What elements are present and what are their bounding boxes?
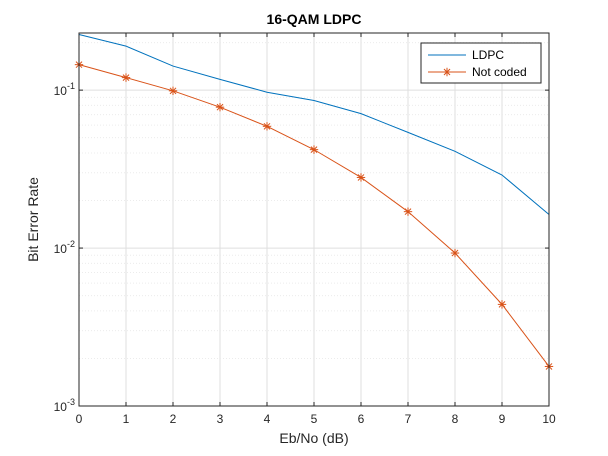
data-point-not-coded [168, 86, 178, 96]
y-axis-label: Bit Error Rate [25, 177, 41, 262]
data-point-not-coded [356, 173, 366, 182]
x-axis-label: Eb/No (dB) [279, 430, 348, 446]
y-tick-label: 10-1 [54, 81, 75, 98]
data-point-not-coded [497, 300, 507, 309]
data-point-not-coded [262, 122, 272, 131]
legend-label: Not coded [472, 65, 527, 79]
asterisk-marker [442, 67, 452, 77]
legend-box [420, 42, 542, 84]
x-tick-label: 4 [264, 412, 271, 426]
x-tick-label: 1 [123, 412, 130, 426]
x-tick-label: 7 [405, 412, 412, 426]
legend: LDPC Not coded [420, 42, 542, 84]
series-layer [74, 34, 554, 371]
x-tick-label: 0 [76, 412, 83, 426]
x-tick-label: 9 [499, 412, 506, 426]
y-tick-label: 10-2 [54, 239, 75, 256]
series-line-ldpc [78, 34, 550, 215]
x-tick-label: 10 [542, 412, 556, 426]
x-tick-label: 6 [358, 412, 365, 426]
data-point-not-coded [309, 145, 319, 154]
data-point-not-coded [121, 73, 131, 82]
legend-label: LDPC [472, 48, 504, 62]
x-tick-label: 8 [452, 412, 459, 426]
data-point-not-coded [450, 248, 460, 258]
x-tick-label: 3 [217, 412, 224, 426]
x-tick-label: 2 [170, 412, 177, 426]
ticks-layer: 0 1 2 3 4 5 6 7 8 9 10 10-3 10-2 10-1 [54, 33, 556, 426]
data-point-not-coded [215, 102, 225, 112]
grid-layer [79, 33, 549, 406]
chart-title: 16-QAM LDPC [267, 11, 362, 27]
y-tick-label: 10-3 [54, 397, 75, 414]
data-point-not-coded [403, 207, 413, 216]
x-tick-label: 5 [311, 412, 318, 426]
